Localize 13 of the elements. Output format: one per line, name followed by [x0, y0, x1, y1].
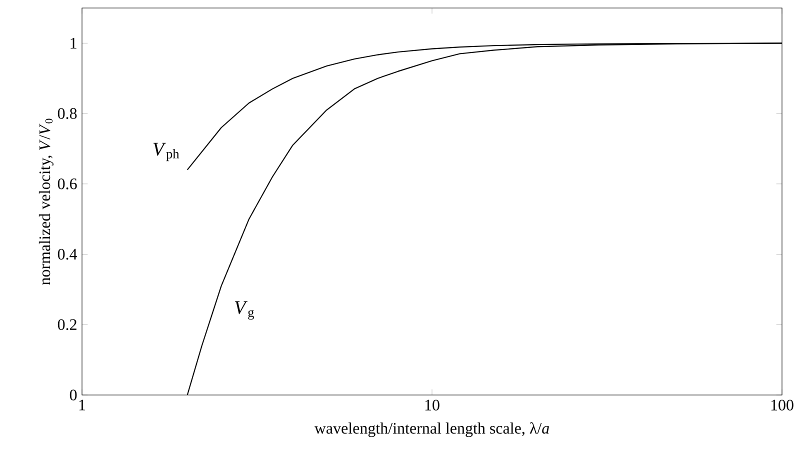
- y-tick-label: 0.8: [58, 108, 77, 119]
- x-tick-label: 10: [425, 400, 440, 410]
- series-label: V$_{g}$: [235, 301, 254, 320]
- y-tick-label: 0.6: [58, 178, 77, 190]
- y-tick-label: 0.2: [58, 319, 76, 330]
- y-axis-title: normalized velocity, V/V$_{0}$: [38, 118, 54, 285]
- series-label: V$_{ph}$: [153, 142, 180, 162]
- y-tick-label: 1: [70, 38, 76, 48]
- x-tick-label: 100: [771, 400, 794, 410]
- y-tick-label: 0.4: [58, 248, 78, 260]
- x-tick-label: 1: [79, 400, 86, 410]
- x-axis-title: wavelength/internal length scale, λ/a: [314, 422, 550, 438]
- y-tick-label: 0: [70, 390, 77, 400]
